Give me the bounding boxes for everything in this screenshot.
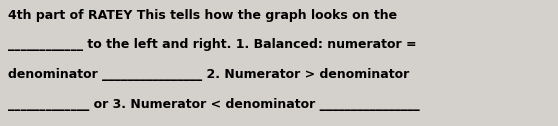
Text: ____________ to the left and right. 1. Balanced: numerator =: ____________ to the left and right. 1. B… — [8, 38, 417, 51]
Text: 4th part of RATEY This tells how the graph looks on the: 4th part of RATEY This tells how the gra… — [8, 9, 397, 22]
Text: denominator ________________ 2. Numerator > denominator: denominator ________________ 2. Numerato… — [8, 68, 410, 81]
Text: _____________ or 3. Numerator < denominator ________________: _____________ or 3. Numerator < denomina… — [8, 98, 420, 111]
